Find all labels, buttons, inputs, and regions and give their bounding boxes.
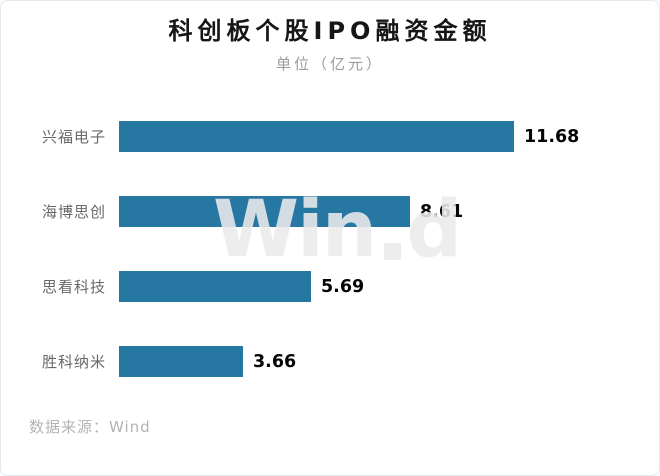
bar-value-label: 3.66 [253,351,297,372]
bar-value-label: 5.69 [321,276,365,297]
bar-category-label: 海博思创 [41,203,106,221]
bar-value-label: 11.68 [524,126,580,147]
chart-row: 海博思创 8.61 [1,174,659,249]
bar-value-label: 8.61 [420,201,464,222]
bar-category-label: 思看科技 [41,278,106,296]
bar-category-label: 兴福电子 [41,128,106,146]
bar [119,196,410,227]
bar [119,271,311,302]
bar [119,121,514,152]
chart-unit-label: 单位（亿元） [275,55,384,73]
chart-row: 胜科纳米 3.66 [1,324,659,399]
bar-chart: 兴福电子 11.68 海博思创 8.61 思看科技 5.69 胜科纳米 3.66 [1,99,659,399]
bar [119,346,243,377]
chart-title: 科创板个股IPO融资金额 [168,17,492,45]
bar-category-label: 胜科纳米 [41,353,106,371]
data-source-label: 数据来源：Wind [29,418,151,436]
chart-row: 思看科技 5.69 [1,249,659,324]
chart-row: 兴福电子 11.68 [1,99,659,174]
